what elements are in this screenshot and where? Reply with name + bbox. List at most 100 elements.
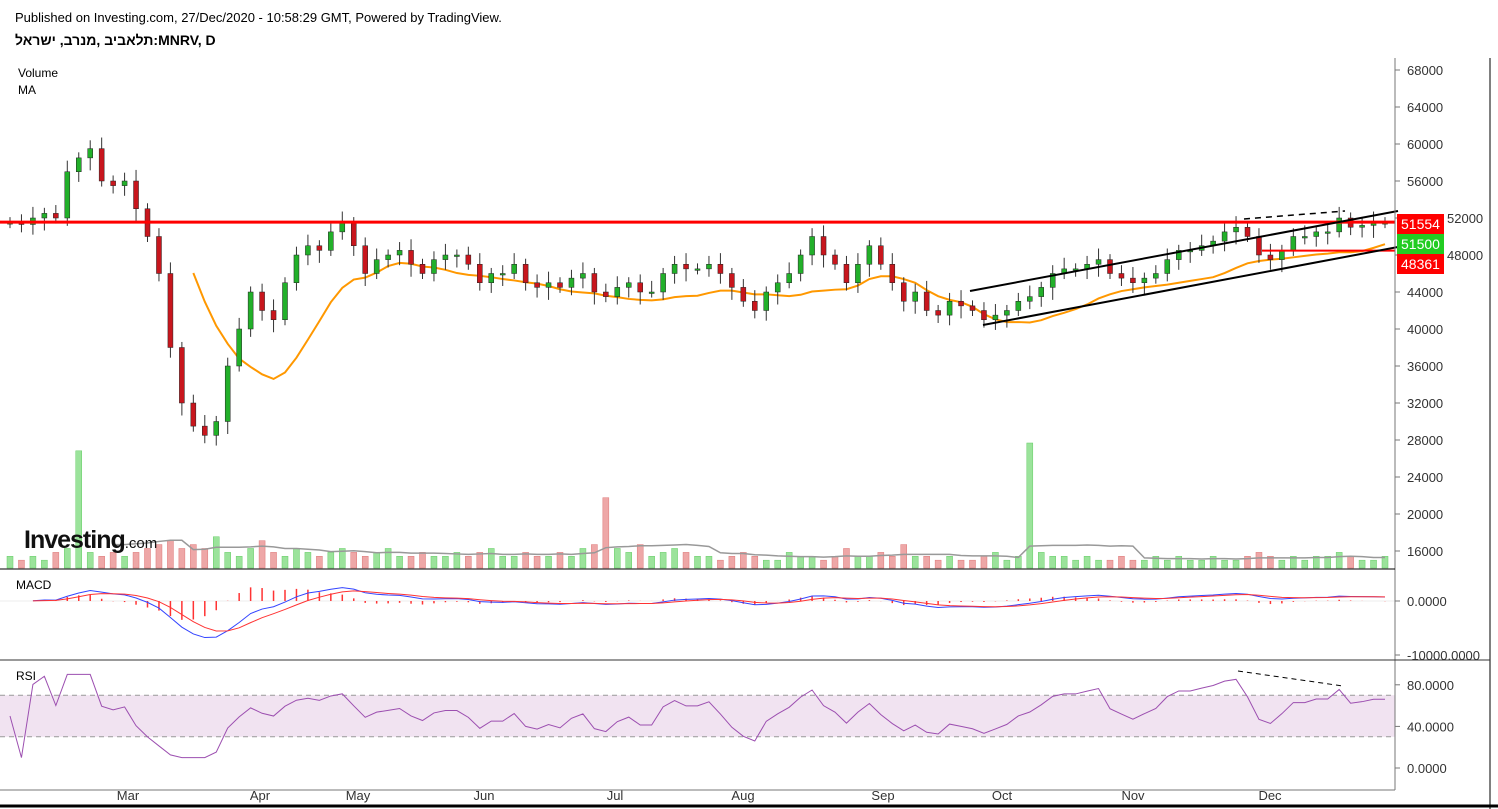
rsi-line bbox=[9, 673, 1385, 759]
candle-down bbox=[832, 254, 838, 265]
candle-down bbox=[133, 180, 139, 209]
volume-bar bbox=[18, 559, 25, 569]
candle-up bbox=[305, 245, 311, 256]
volume-bar bbox=[190, 544, 197, 569]
volume-bar bbox=[1221, 559, 1228, 569]
volume-bar bbox=[465, 556, 472, 569]
candle-down bbox=[419, 264, 426, 274]
volume-bar bbox=[247, 548, 254, 569]
volume-bar bbox=[407, 556, 415, 569]
candle-up bbox=[121, 180, 128, 186]
volume-bar bbox=[350, 552, 357, 569]
candle-down bbox=[717, 264, 724, 274]
candle-up bbox=[1313, 231, 1319, 237]
price-tick-label: 32000 bbox=[1407, 396, 1443, 411]
candle-up bbox=[396, 250, 403, 256]
month-label: Jul bbox=[607, 788, 624, 803]
price-label: 51554 bbox=[1401, 216, 1440, 232]
volume-bar bbox=[831, 556, 839, 569]
volume-bar bbox=[969, 559, 976, 569]
volume-bar bbox=[946, 556, 953, 569]
candle-down bbox=[53, 213, 59, 219]
rsi-tick-label: 0.0000 bbox=[1407, 761, 1447, 776]
candle-up bbox=[442, 254, 449, 260]
candle-up bbox=[614, 287, 621, 297]
candle-down bbox=[935, 310, 941, 316]
candle-down bbox=[557, 282, 563, 288]
candle-up bbox=[706, 264, 712, 270]
volume-bar bbox=[1118, 556, 1125, 569]
volume-bar bbox=[258, 540, 266, 569]
legend-ma: MA bbox=[18, 83, 36, 97]
candle-up bbox=[87, 148, 93, 159]
volume-bar bbox=[109, 552, 117, 569]
volume-bar bbox=[1358, 559, 1366, 569]
volume-bar bbox=[763, 559, 770, 569]
rsi-tick-label: 80.0000 bbox=[1407, 678, 1454, 693]
volume-bar bbox=[900, 544, 907, 569]
price-tick-label: 16000 bbox=[1407, 544, 1443, 559]
candle-down bbox=[1118, 273, 1125, 279]
volume-bar bbox=[339, 548, 346, 569]
candle-down bbox=[316, 245, 323, 251]
candle-up bbox=[1359, 225, 1365, 228]
volume-bar bbox=[957, 559, 965, 569]
month-label: Mar bbox=[117, 788, 140, 803]
price-tick-label: 24000 bbox=[1407, 470, 1443, 485]
volume-bar bbox=[1232, 559, 1240, 569]
candle-up bbox=[213, 421, 219, 436]
volume-bar bbox=[384, 548, 392, 569]
volume-bar bbox=[1290, 556, 1297, 569]
month-label: Oct bbox=[992, 788, 1013, 803]
volume-bar bbox=[361, 556, 369, 569]
price-tick-label: 28000 bbox=[1407, 433, 1443, 448]
candle-down bbox=[843, 264, 850, 283]
volume-bar bbox=[1015, 556, 1022, 569]
candle-up bbox=[385, 254, 391, 260]
volume-bar bbox=[614, 548, 621, 569]
candle-up bbox=[568, 277, 575, 288]
volume-bar bbox=[625, 552, 632, 569]
candle-down bbox=[1130, 277, 1136, 283]
divergence-rsi-line bbox=[1237, 670, 1344, 687]
volume-bar bbox=[1049, 556, 1056, 569]
candle-up bbox=[626, 282, 632, 288]
price-tick-label: 44000 bbox=[1407, 285, 1443, 300]
channel-lower-line bbox=[982, 246, 1399, 326]
volume-bar bbox=[155, 544, 163, 569]
candle-up bbox=[671, 264, 678, 274]
price-tick-label: 64000 bbox=[1407, 100, 1443, 115]
volume-bar bbox=[671, 548, 678, 569]
candle-up bbox=[41, 213, 48, 219]
month-label: Sep bbox=[871, 788, 894, 803]
volume-bar bbox=[121, 556, 128, 569]
divergence-price-line bbox=[1243, 210, 1346, 220]
candle-up bbox=[64, 171, 71, 219]
volume-bar bbox=[1186, 559, 1194, 569]
candle-down bbox=[820, 236, 827, 256]
month-label: Aug bbox=[731, 788, 754, 803]
price-label: 48361 bbox=[1401, 256, 1440, 272]
candle-up bbox=[580, 273, 586, 279]
candle-up bbox=[76, 157, 82, 172]
investing-logo: Investing.com bbox=[24, 526, 157, 555]
volume-bar bbox=[1278, 559, 1286, 569]
candle-down bbox=[1256, 236, 1262, 256]
volume-bar bbox=[808, 556, 816, 569]
candle-up bbox=[373, 259, 380, 274]
candle-up bbox=[1141, 277, 1148, 283]
candle-up bbox=[1302, 236, 1308, 239]
volume-bar bbox=[1255, 552, 1263, 569]
volume-ma-line bbox=[113, 539, 1385, 560]
volume-bar bbox=[694, 556, 701, 569]
candle-down bbox=[958, 301, 964, 307]
volume-bar bbox=[1152, 556, 1160, 569]
candle-down bbox=[270, 310, 277, 320]
candle-down bbox=[1107, 259, 1113, 274]
candle-up bbox=[774, 282, 781, 293]
candle-up bbox=[786, 273, 792, 283]
volume-bar bbox=[488, 548, 495, 569]
candle-up bbox=[660, 273, 666, 293]
volume-bar bbox=[52, 552, 60, 569]
